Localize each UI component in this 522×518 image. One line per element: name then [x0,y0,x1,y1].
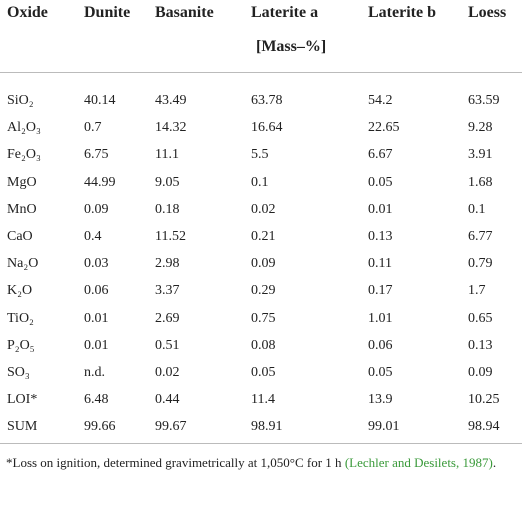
value-cell: 0.4 [84,229,102,244]
value-cell: 6.75 [84,147,109,163]
column-header: Laterite a [251,4,319,21]
value-cell: 0.1 [251,174,269,190]
value-cell: 0.11 [368,256,392,272]
value-cell: 0.03 [84,256,109,272]
oxide-name: K₂O [7,283,33,299]
value-cell: 0.09 [251,256,276,272]
value-cell: 1.68 [468,174,493,190]
oxide-name: TiO₂ [7,310,34,326]
value-cell: 11.1 [155,147,179,163]
column-header: Dunite [84,4,131,21]
oxide-name: SO₃ [7,365,30,380]
value-cell: 0.05 [368,365,393,380]
column-header: Oxide [7,4,48,21]
value-cell: 9.28 [468,120,493,136]
value-cell: 40.14 [84,93,116,108]
value-cell: 0.05 [251,365,276,380]
value-cell: 0.7 [84,120,102,136]
value-cell: 0.18 [155,201,180,217]
value-cell: 63.59 [468,93,500,108]
value-cell: 9.05 [155,174,180,190]
value-cell: 98.91 [251,419,283,435]
oxide-name: MnO [7,201,37,217]
header-rule [0,72,522,73]
column-header: Basanite [155,4,214,21]
value-cell: 43.49 [155,93,187,108]
value-cell: 0.06 [84,283,109,299]
column-header: Laterite b [368,4,436,21]
oxide-name: SiO₂ [7,93,34,108]
value-cell: 0.13 [368,229,393,244]
value-cell: 13.9 [368,392,393,408]
value-cell: 0.02 [251,201,276,217]
value-cell: 0.44 [155,392,180,408]
footnote: *Loss on ignition, determined gravimetri… [6,452,511,473]
oxide-name: Al₂O₃ [7,120,41,136]
oxide-name: Fe₂O₃ [7,147,41,163]
oxide-name: SUM [7,419,38,435]
column-header: Loess [468,4,507,21]
value-cell: 44.99 [84,174,116,190]
oxide-name: LOI* [7,392,38,408]
value-cell: 10.25 [468,392,500,408]
footnote-end: . [492,455,497,470]
value-cell: 6.67 [368,147,393,163]
value-cell: 0.21 [251,229,276,244]
value-cell: 11.52 [155,229,186,244]
value-cell: 63.78 [251,93,283,108]
oxide-name: P₂O₅ [7,337,35,353]
value-cell: 2.69 [155,310,180,326]
value-cell: 54.2 [368,93,393,108]
value-cell: 0.06 [368,337,393,353]
value-cell: 0.29 [251,283,276,299]
value-cell: 6.48 [84,392,109,408]
oxide-name: MgO [7,174,37,190]
value-cell: 16.64 [251,120,283,136]
value-cell: 99.67 [155,419,187,435]
value-cell: n.d. [84,365,105,380]
value-cell: 0.13 [468,337,493,353]
value-cell: 1.01 [368,310,393,326]
value-cell: 0.75 [251,310,276,326]
oxide-name: CaO [7,229,33,244]
value-cell: 0.09 [468,365,493,380]
value-cell: 14.32 [155,120,187,136]
value-cell: 0.05 [368,174,393,190]
value-cell: 22.65 [368,120,400,136]
value-cell: 0.01 [84,310,109,326]
value-cell: 0.01 [368,201,393,217]
value-cell: 0.51 [155,337,180,353]
citation[interactable]: (Lechler and Desilets, 1987) [344,455,493,470]
value-cell: 1.7 [468,283,486,299]
value-cell: 99.01 [368,419,400,435]
value-cell: 5.5 [251,147,269,163]
value-cell: 0.02 [155,365,180,380]
value-cell: 11.4 [251,392,275,408]
value-cell: 0.01 [84,337,109,353]
bottom-rule [0,443,522,444]
value-cell: 0.17 [368,283,393,299]
footnote-text: *Loss on ignition, determined gravimetri… [6,455,342,470]
value-cell: 0.08 [251,337,276,353]
value-cell: 3.37 [155,283,180,299]
unit-header: [Mass–%] [256,38,327,55]
value-cell: 6.77 [468,229,493,244]
value-cell: 0.65 [468,310,493,326]
oxide-name: Na₂O [7,256,39,272]
value-cell: 2.98 [155,256,180,272]
value-cell: 0.1 [468,201,486,217]
value-cell: 0.79 [468,256,493,272]
value-cell: 99.66 [84,419,116,435]
value-cell: 98.94 [468,419,500,435]
value-cell: 3.91 [468,147,493,163]
value-cell: 0.09 [84,201,109,217]
